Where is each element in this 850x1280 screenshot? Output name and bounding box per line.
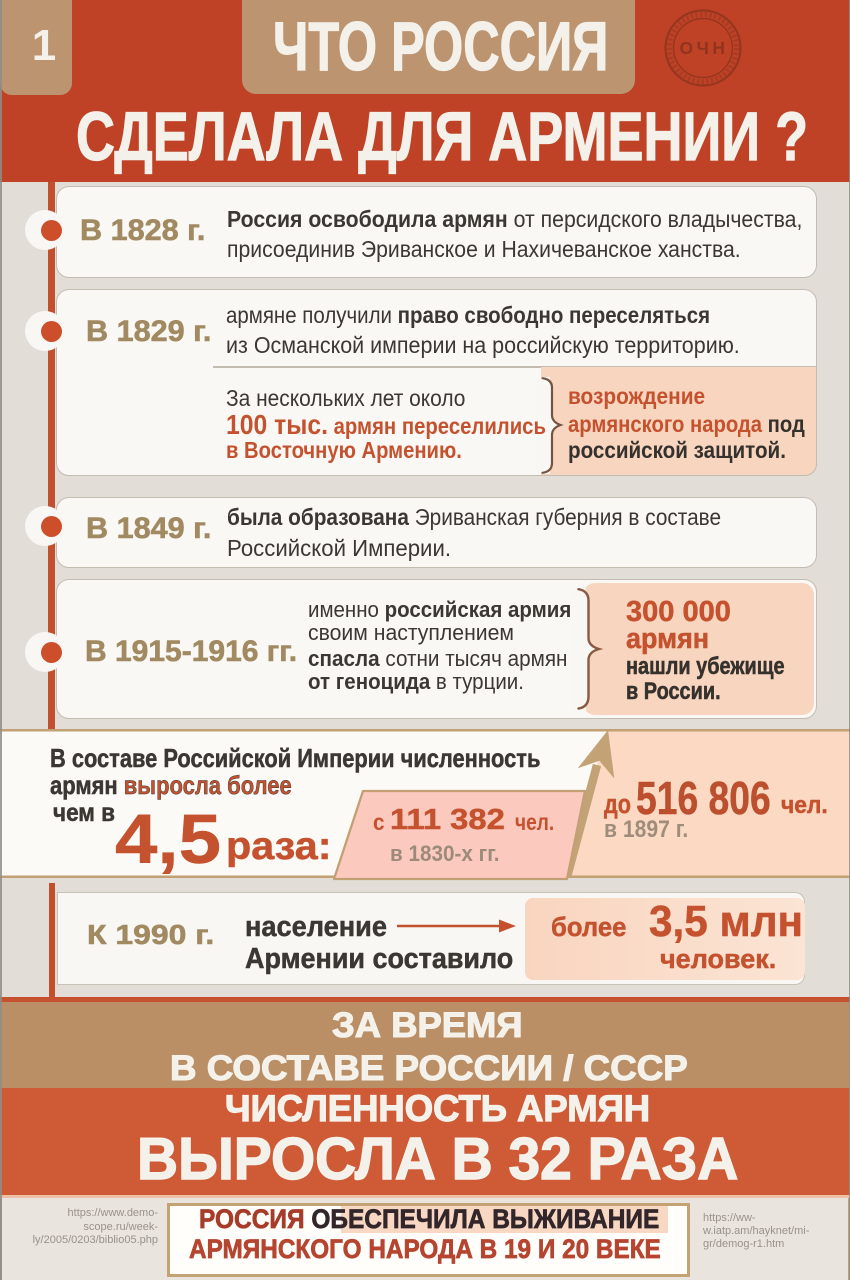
svg-text:ОЧН: ОЧН — [679, 38, 728, 58]
